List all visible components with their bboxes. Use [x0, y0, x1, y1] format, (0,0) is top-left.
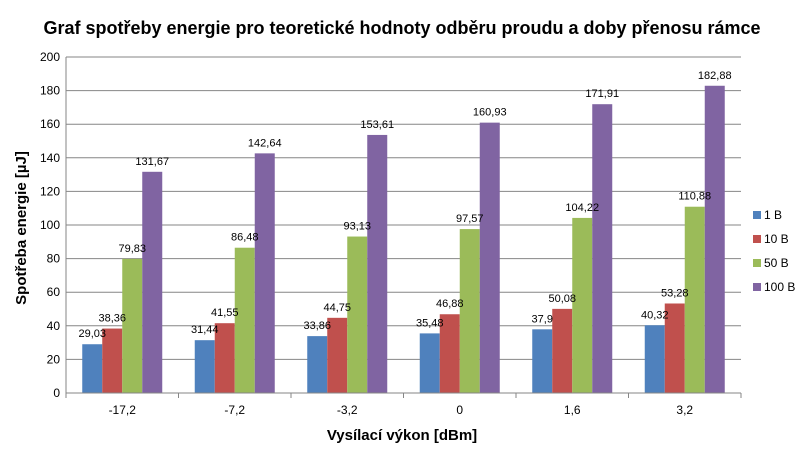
bar-50b: [572, 217, 593, 393]
bar-100b: [704, 85, 725, 393]
data-label: 153,61: [360, 119, 394, 131]
y-tick-label: 100: [40, 218, 60, 232]
y-tick-label: 160: [40, 117, 60, 131]
data-label: 50,08: [548, 293, 576, 305]
data-label: 46,88: [436, 298, 464, 310]
bar-10b: [552, 308, 573, 393]
bar-50b: [122, 258, 143, 393]
bar-10b: [327, 317, 348, 393]
data-label: 33,86: [303, 320, 331, 332]
legend-swatch: [753, 259, 761, 267]
legend-swatch: [753, 283, 761, 291]
axes-group: [65, 57, 742, 398]
legend: 1 B 10 B 50 B 100 B: [753, 208, 795, 294]
data-label: 38,36: [98, 313, 126, 325]
bar-100b: [592, 104, 613, 394]
bar-100b: [367, 134, 388, 394]
data-label: 86,48: [231, 232, 259, 244]
data-label: 53,28: [661, 287, 689, 299]
grid-lines: [66, 56, 741, 394]
y-tick-labels: 0 20 40 60 80 100 120 140 160 180 200: [40, 50, 60, 400]
y-tick-label: 200: [40, 50, 60, 64]
bar-100b: [142, 171, 163, 393]
data-label: 35,48: [416, 317, 444, 329]
data-label: 182,88: [698, 70, 732, 82]
y-tick-label: 80: [47, 252, 61, 266]
x-axis-title: Vysílací výkon [dBm]: [327, 427, 477, 444]
legend-label: 50 B: [764, 256, 789, 270]
bar-1b: [194, 340, 215, 393]
legend-label: 1 B: [764, 208, 782, 222]
x-tick-label: 0: [456, 403, 463, 417]
x-tick-label: 3,2: [676, 403, 693, 417]
x-tick-label: 1,6: [564, 403, 581, 417]
bar-1b: [419, 333, 440, 393]
y-tick-label: 40: [47, 319, 61, 333]
data-label: 110,88: [678, 191, 711, 203]
data-label: 44,75: [323, 302, 351, 314]
y-tick-label: 0: [53, 386, 60, 400]
data-label: 97,57: [456, 213, 484, 225]
x-tick-labels: -17,2 -7,2 -3,2 0 1,6 3,2: [109, 403, 694, 417]
bar-10b: [664, 303, 685, 393]
data-labels: 29,03 38,36 79,83 131,67 31,44 41,55 86,48 142,…: [78, 70, 731, 340]
legend-label: 10 B: [764, 232, 789, 246]
data-label: 29,03: [78, 328, 106, 340]
x-tick-label: -17,2: [109, 403, 137, 417]
data-label: 37,9: [532, 313, 553, 325]
bar-10b: [214, 323, 235, 393]
bar-10b: [439, 314, 460, 393]
data-label: 93,13: [343, 221, 371, 233]
bar-1b: [82, 344, 103, 393]
data-label: 142,64: [248, 137, 282, 149]
bar-50b: [684, 206, 705, 393]
bars-group: [82, 85, 725, 394]
data-label: 79,83: [118, 243, 146, 255]
data-label: 171,91: [585, 88, 619, 100]
chart-title: Graf spotřeby energie pro teoretické hod…: [43, 18, 760, 38]
bar-100b: [254, 153, 275, 393]
bar-1b: [644, 325, 665, 393]
bar-50b: [347, 236, 368, 393]
bar-1b: [307, 336, 328, 393]
x-tick-label: -3,2: [337, 403, 358, 417]
bar-100b: [479, 122, 500, 393]
data-label: 41,55: [211, 307, 239, 319]
legend-swatch: [753, 211, 761, 219]
data-label: 160,93: [473, 107, 507, 119]
data-label: 31,44: [191, 324, 219, 336]
bar-1b: [532, 329, 553, 393]
bar-50b: [459, 229, 480, 393]
y-tick-label: 140: [40, 151, 60, 165]
bar-10b: [102, 328, 123, 393]
y-tick-label: 120: [40, 184, 60, 198]
data-label: 40,32: [641, 309, 669, 321]
y-tick-label: 60: [47, 285, 61, 299]
y-tick-label: 180: [40, 84, 60, 98]
y-tick-label: 20: [47, 352, 61, 366]
data-label: 104,22: [565, 202, 599, 214]
bar-50b: [234, 247, 255, 393]
y-axis-title: Spotřeba energie [µJ]: [13, 151, 30, 305]
legend-label: 100 B: [764, 280, 795, 294]
x-tick-label: -7,2: [224, 403, 245, 417]
data-label: 131,67: [135, 156, 169, 168]
legend-swatch: [753, 235, 761, 243]
